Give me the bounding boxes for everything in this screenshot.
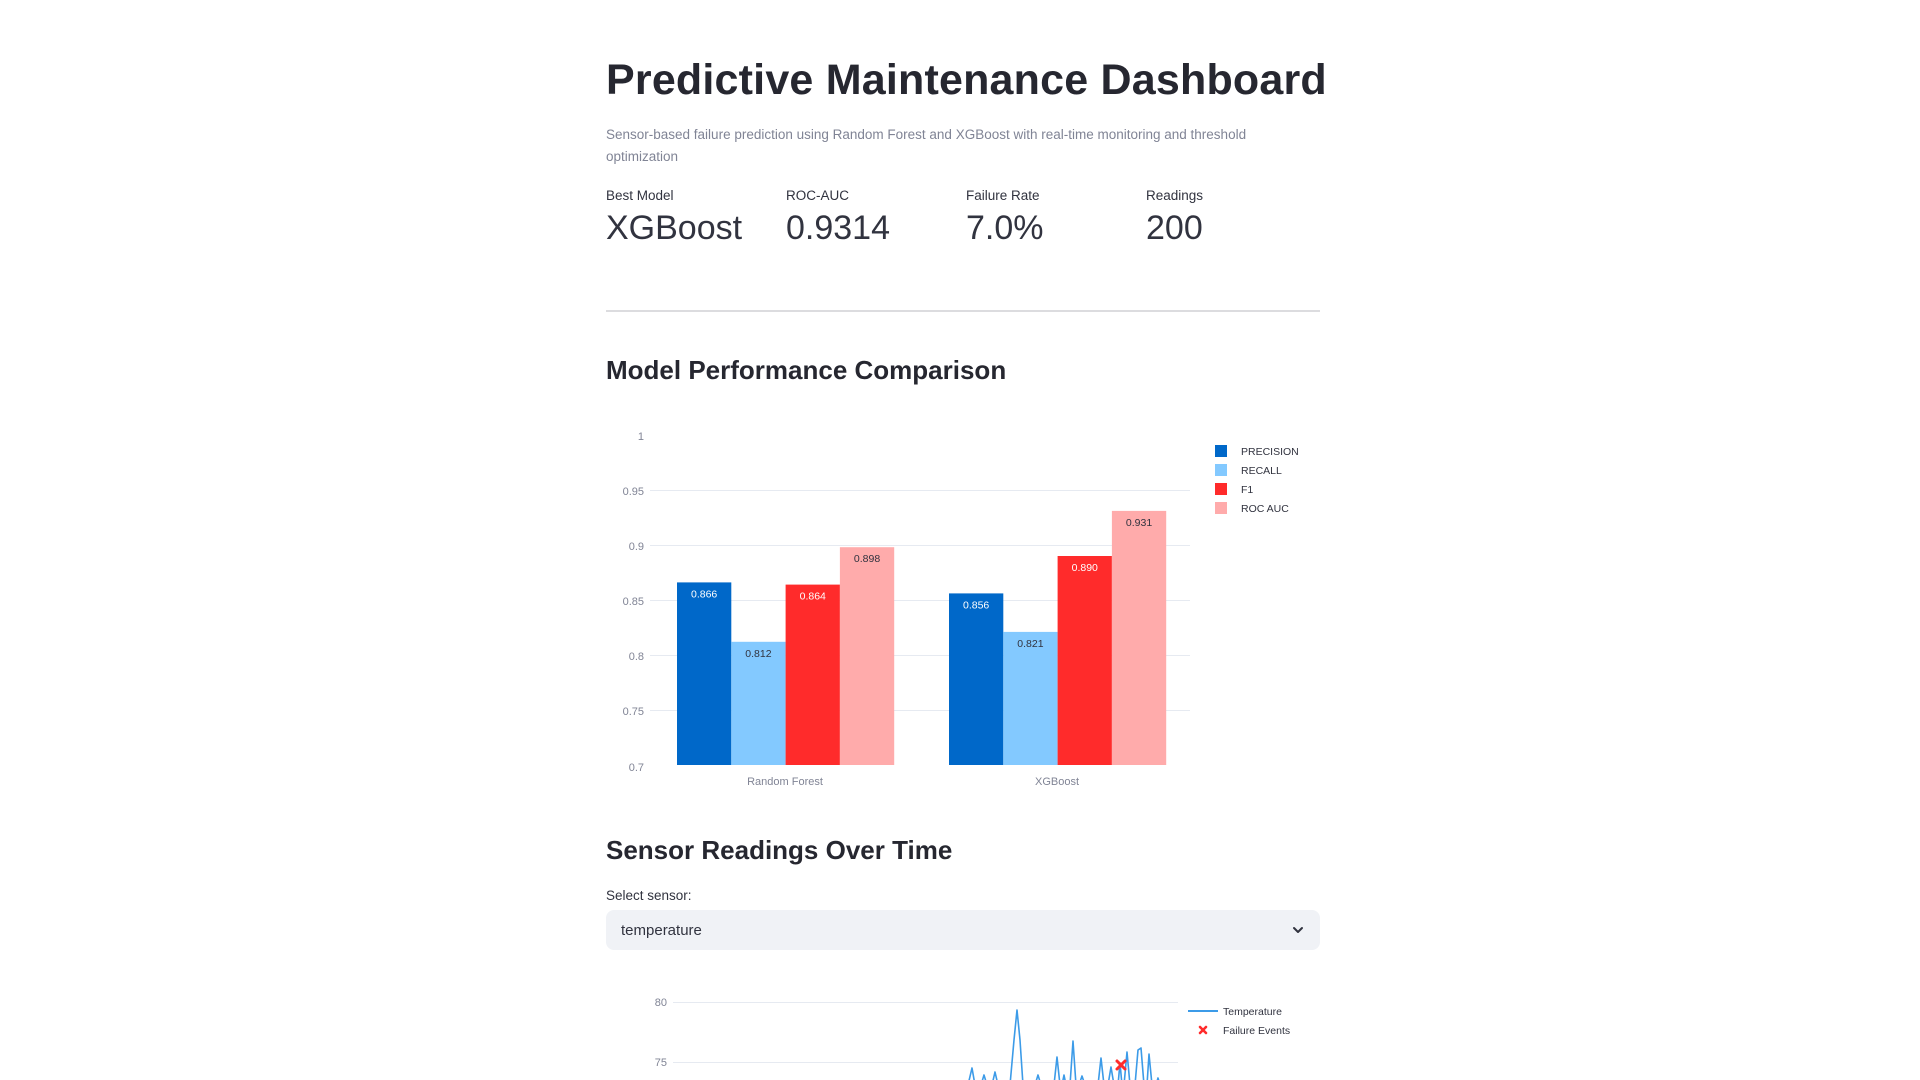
bar-chart-legend: PRECISION RECALL F1 ROC AUC	[1215, 445, 1299, 515]
svg-text:Random Forest: Random Forest	[747, 776, 823, 788]
legend-swatch-f1	[1215, 483, 1227, 495]
chevron-down-icon	[1293, 927, 1303, 933]
select-sensor-label: Select sensor:	[606, 888, 692, 903]
bar-precision	[949, 593, 1004, 765]
metric-label: ROC-AUC	[786, 188, 849, 203]
bar-f1	[785, 584, 840, 765]
bar-data-label: 0.890	[1072, 562, 1098, 574]
metric-value: XGBoost	[606, 209, 743, 247]
svg-text:0.8: 0.8	[629, 651, 644, 663]
bar-data-label: 0.856	[963, 599, 989, 611]
svg-text:PRECISION: PRECISION	[1241, 446, 1299, 458]
bar-data-label: 0.866	[691, 588, 717, 600]
line-chart-legend: Temperature Failure Events	[1188, 1006, 1290, 1037]
legend-swatch-roc-auc	[1215, 502, 1227, 514]
line-chart-y-axis: 80 75	[655, 997, 667, 1069]
bar-roc-auc	[1111, 510, 1167, 765]
page-subtitle: Sensor-based failure prediction using Ra…	[606, 127, 1247, 164]
bar-chart-x-axis: Random Forest XGBoost	[747, 776, 1079, 788]
legend-failure-x-icon	[1198, 1025, 1208, 1035]
bar-data-label: 0.812	[745, 648, 771, 660]
page-title: Predictive Maintenance Dashboard	[606, 56, 1327, 104]
metric-value: 200	[1146, 209, 1203, 247]
svg-text:0.85: 0.85	[623, 596, 644, 608]
svg-text:0.95: 0.95	[623, 486, 644, 498]
legend-swatch-precision	[1215, 445, 1227, 457]
bar-chart-grid	[650, 490, 1190, 711]
svg-text:ROC AUC: ROC AUC	[1241, 503, 1289, 515]
metric-label: Readings	[1146, 188, 1204, 203]
bar-data-label: 0.821	[1017, 638, 1043, 650]
bar-chart-y-axis: 1 0.95 0.9 0.85 0.8 0.75 0.7	[623, 431, 644, 774]
svg-text:F1: F1	[1241, 484, 1253, 496]
bar-data-label: 0.898	[854, 553, 880, 565]
section-title-sensor-readings: Sensor Readings Over Time	[606, 835, 953, 865]
metric-value: 0.9314	[786, 209, 890, 247]
metric-label: Best Model	[606, 188, 674, 203]
metric-readings: Readings 200	[1146, 188, 1326, 248]
section-title-model-performance: Model Performance Comparison	[606, 355, 1007, 385]
metric-best-model: Best Model XGBoost	[606, 188, 786, 248]
bar-recall	[1003, 631, 1058, 765]
svg-text:80: 80	[655, 997, 667, 1009]
bar-data-label: 0.931	[1126, 517, 1152, 529]
sensor-select-value: temperature	[621, 921, 702, 939]
legend-swatch-recall	[1215, 464, 1227, 476]
svg-text:0.7: 0.7	[629, 762, 644, 774]
svg-text:1: 1	[638, 431, 644, 443]
metric-label: Failure Rate	[966, 188, 1040, 203]
metric-failure-rate: Failure Rate 7.0%	[966, 188, 1146, 248]
failure-event-marker	[1115, 1059, 1127, 1071]
bar-recall	[731, 641, 786, 765]
svg-text:RECALL: RECALL	[1241, 465, 1282, 477]
divider	[606, 310, 1320, 312]
svg-text:Temperature: Temperature	[1223, 1006, 1282, 1018]
svg-text:0.9: 0.9	[629, 541, 644, 553]
bar-roc-auc	[839, 547, 895, 765]
metric-roc-auc: ROC-AUC 0.9314	[786, 188, 966, 248]
svg-text:XGBoost: XGBoost	[1035, 776, 1079, 788]
sensor-select-dropdown[interactable]: temperature	[606, 910, 1320, 950]
bar-precision	[677, 582, 732, 765]
bar-f1	[1057, 556, 1112, 765]
svg-text:75: 75	[655, 1057, 667, 1069]
line-chart-grid	[673, 1002, 1178, 1063]
svg-text:0.75: 0.75	[623, 706, 644, 718]
temperature-line	[968, 1009, 1160, 1080]
svg-text:Failure Events: Failure Events	[1223, 1025, 1290, 1037]
bar-data-label: 0.864	[800, 591, 826, 603]
metric-value: 7.0%	[966, 209, 1044, 247]
bar-chart-bars: 0.866 0.812 0.864 0.898 0.856 0.821 0.890 0.931	[677, 510, 1167, 765]
